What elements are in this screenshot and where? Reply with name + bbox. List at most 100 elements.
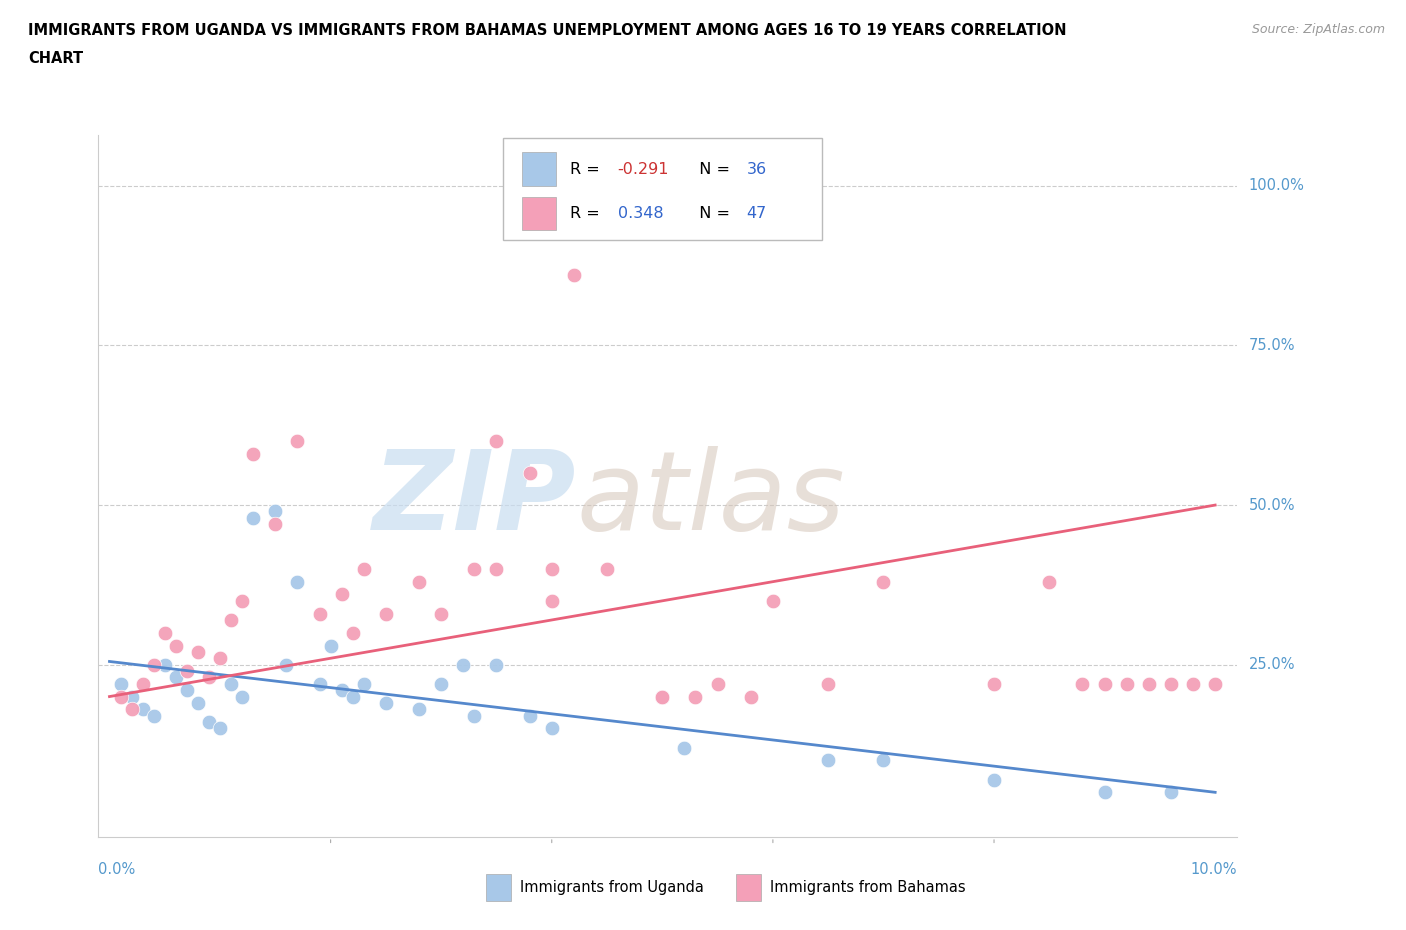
Point — [342, 689, 364, 704]
Point — [673, 740, 696, 755]
Point — [540, 562, 562, 577]
Point — [176, 683, 198, 698]
Text: 0.0%: 0.0% — [98, 862, 135, 877]
Point — [121, 702, 143, 717]
Point — [1182, 676, 1205, 691]
Point — [176, 664, 198, 679]
Point — [319, 638, 342, 653]
FancyBboxPatch shape — [485, 874, 510, 901]
Point — [131, 676, 153, 691]
Point — [651, 689, 673, 704]
Text: N =: N = — [689, 206, 735, 221]
Point — [485, 433, 508, 448]
Text: R =: R = — [569, 162, 605, 177]
Text: 75.0%: 75.0% — [1249, 338, 1295, 353]
Point — [374, 606, 396, 621]
Point — [330, 587, 353, 602]
Text: ZIP: ZIP — [373, 446, 576, 553]
Point — [408, 702, 430, 717]
Point — [131, 702, 153, 717]
Point — [198, 670, 221, 684]
Point — [308, 676, 330, 691]
FancyBboxPatch shape — [737, 874, 761, 901]
Text: Immigrants from Bahamas: Immigrants from Bahamas — [770, 880, 966, 895]
Point — [242, 446, 264, 461]
FancyBboxPatch shape — [522, 153, 557, 186]
Text: 36: 36 — [747, 162, 766, 177]
Point — [231, 689, 253, 704]
Point — [685, 689, 707, 704]
Text: N =: N = — [689, 162, 735, 177]
Text: Source: ZipAtlas.com: Source: ZipAtlas.com — [1251, 23, 1385, 36]
Point — [187, 696, 209, 711]
Point — [706, 676, 728, 691]
Point — [762, 593, 785, 608]
Point — [1094, 785, 1116, 800]
Point — [1160, 785, 1182, 800]
Point — [1071, 676, 1094, 691]
FancyBboxPatch shape — [522, 196, 557, 231]
Point — [562, 268, 585, 283]
Point — [209, 721, 232, 736]
Point — [463, 562, 485, 577]
Point — [264, 517, 287, 532]
Text: 10.0%: 10.0% — [1191, 862, 1237, 877]
Point — [651, 689, 673, 704]
Text: Immigrants from Uganda: Immigrants from Uganda — [520, 880, 703, 895]
Point — [153, 625, 176, 640]
Point — [519, 709, 541, 724]
Point — [983, 676, 1005, 691]
Point — [430, 676, 453, 691]
Point — [872, 574, 894, 589]
Point — [219, 613, 242, 628]
Point — [287, 574, 309, 589]
Text: CHART: CHART — [28, 51, 83, 66]
Point — [121, 689, 143, 704]
Point — [872, 753, 894, 768]
Point — [1137, 676, 1160, 691]
Text: IMMIGRANTS FROM UGANDA VS IMMIGRANTS FROM BAHAMAS UNEMPLOYMENT AMONG AGES 16 TO : IMMIGRANTS FROM UGANDA VS IMMIGRANTS FRO… — [28, 23, 1067, 38]
Point — [540, 593, 562, 608]
Text: atlas: atlas — [576, 446, 845, 553]
Point — [408, 574, 430, 589]
Point — [817, 753, 839, 768]
Point — [453, 658, 475, 672]
Point — [187, 644, 209, 659]
Point — [485, 562, 508, 577]
Point — [374, 696, 396, 711]
Text: 47: 47 — [747, 206, 766, 221]
Point — [264, 504, 287, 519]
Point — [817, 676, 839, 691]
Point — [308, 606, 330, 621]
Text: 25.0%: 25.0% — [1249, 658, 1295, 672]
Point — [1160, 676, 1182, 691]
Point — [1115, 676, 1137, 691]
Point — [330, 683, 353, 698]
Point — [740, 689, 762, 704]
Point — [353, 676, 375, 691]
Point — [276, 658, 298, 672]
Point — [165, 638, 187, 653]
Point — [463, 709, 485, 724]
Point — [519, 466, 541, 481]
Point — [651, 689, 673, 704]
Point — [342, 625, 364, 640]
Point — [1204, 676, 1226, 691]
FancyBboxPatch shape — [503, 139, 821, 240]
Point — [153, 658, 176, 672]
Point — [983, 772, 1005, 787]
Point — [485, 658, 508, 672]
Point — [209, 651, 232, 666]
Point — [242, 511, 264, 525]
Text: -0.291: -0.291 — [617, 162, 669, 177]
Point — [142, 658, 165, 672]
Text: 0.348: 0.348 — [617, 206, 664, 221]
Point — [165, 670, 187, 684]
Text: 100.0%: 100.0% — [1249, 179, 1305, 193]
Text: R =: R = — [569, 206, 605, 221]
Point — [1038, 574, 1060, 589]
Point — [110, 689, 132, 704]
Point — [198, 714, 221, 729]
Point — [430, 606, 453, 621]
Point — [353, 562, 375, 577]
